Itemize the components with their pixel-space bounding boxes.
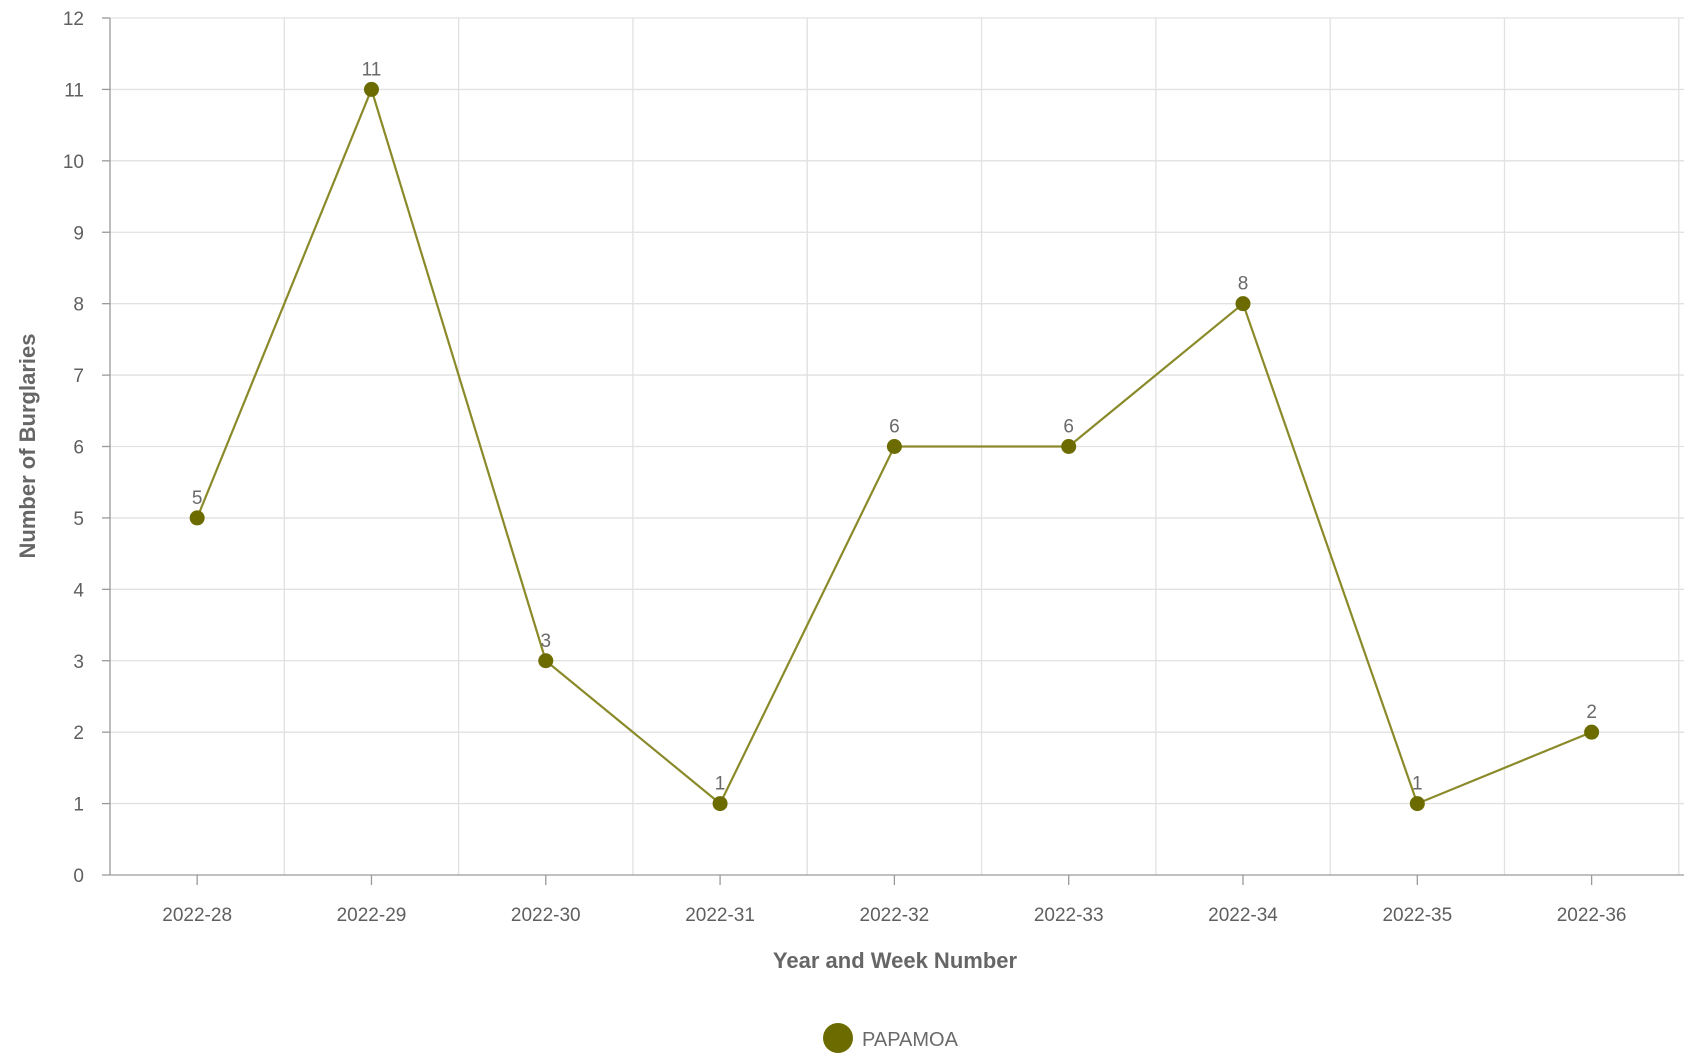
legend-marker-papamoa: [823, 1023, 853, 1053]
y-tick-label: 1: [73, 795, 84, 816]
data-label: 1: [1412, 774, 1423, 795]
y-tick-label: 12: [63, 9, 84, 30]
x-tick-label: 2022-28: [162, 905, 232, 926]
y-axis-title: Number of Burglaries: [15, 334, 40, 559]
data-label: 2: [1586, 702, 1597, 723]
x-tick-label: 2022-31: [685, 905, 755, 926]
x-tick-label: 2022-34: [1208, 905, 1278, 926]
y-tick-label: 10: [63, 152, 84, 173]
y-tick-label: 8: [73, 295, 84, 316]
data-point: [1584, 724, 1600, 740]
data-label: 1: [715, 774, 726, 795]
x-axis-title: Year and Week Number: [773, 948, 1018, 973]
data-point: [712, 796, 728, 812]
data-label: 6: [1063, 417, 1074, 438]
x-tick-label: 2022-32: [860, 905, 930, 926]
data-point: [363, 81, 379, 97]
y-tick-label: 11: [64, 80, 84, 101]
y-tick-label: 9: [73, 223, 84, 244]
data-point: [1061, 439, 1077, 454]
y-tick-label: 0: [73, 866, 84, 887]
y-tick-label: 5: [73, 509, 84, 530]
x-tick-label: 2022-35: [1382, 905, 1452, 926]
y-tick-label: 7: [73, 366, 84, 387]
data-label: 6: [889, 417, 900, 438]
x-tick-label: 2022-36: [1557, 905, 1627, 926]
data-label: 5: [192, 488, 203, 509]
series-papamoa: [189, 81, 1600, 812]
data-label: 3: [540, 631, 551, 652]
y-tick-label: 4: [73, 580, 84, 601]
data-point: [189, 510, 205, 526]
data-point: [1409, 796, 1425, 812]
legend[interactable]: PAPAMOA: [823, 1023, 959, 1053]
x-tick-label: 2022-33: [1034, 905, 1104, 926]
y-tick-label: 3: [73, 652, 84, 673]
data-point: [886, 439, 902, 454]
data-label: 11: [362, 59, 382, 80]
data-labels: 5 11 3 1 6 6 8 1 2: [192, 59, 1597, 794]
x-tick-label: 2022-29: [337, 905, 407, 926]
data-label: 8: [1238, 274, 1249, 295]
y-tick-label: 2: [73, 723, 84, 744]
data-point: [1235, 296, 1251, 312]
data-point: [538, 653, 554, 669]
x-tick-label: 2022-30: [511, 905, 581, 926]
y-tick-label: 6: [73, 438, 84, 459]
legend-label-papamoa: PAPAMOA: [862, 1029, 959, 1051]
